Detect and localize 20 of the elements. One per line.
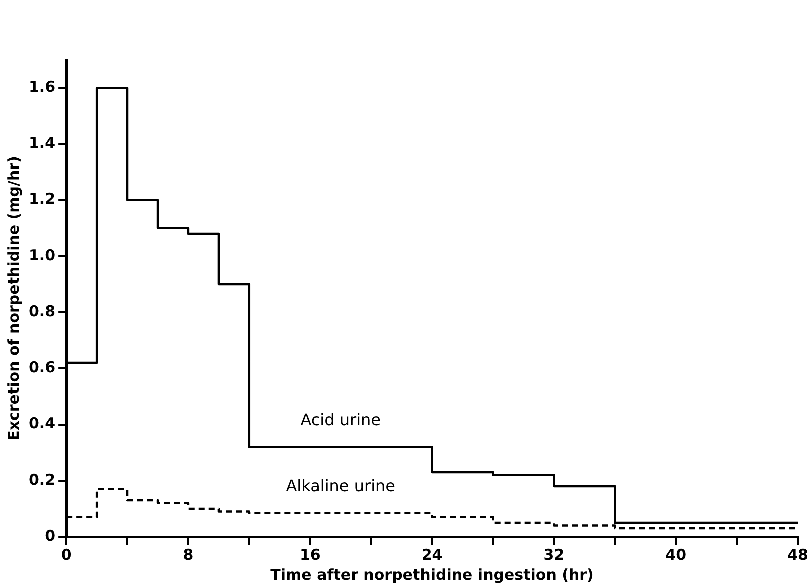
x-tick-label: 16 — [300, 546, 321, 564]
x-tick-label: 40 — [666, 546, 687, 564]
series-label: Alkaline urine — [286, 476, 396, 496]
x-axis-title: Time after norpethidine ingestion (hr) — [270, 566, 594, 584]
y-tick-label: 0.4 — [28, 414, 56, 433]
y-tick-label: 1.6 — [28, 78, 56, 96]
y-tick-label: 0.6 — [28, 358, 56, 377]
x-tick-label: 48 — [788, 546, 808, 564]
y-tick-label: 0.8 — [28, 302, 56, 320]
y-tick-label: 0.2 — [28, 470, 56, 489]
x-tick-label: 0 — [61, 546, 72, 564]
y-axis-title: Excretion of norpethidine (mg/hr) — [4, 156, 23, 441]
y-tick-label: 1.0 — [28, 246, 56, 264]
x-tick-label: 8 — [183, 546, 194, 564]
y-tick-label: 1.4 — [28, 134, 56, 152]
series-label: Acid urine — [300, 410, 382, 430]
y-tick-label: 0 — [45, 526, 56, 545]
x-tick-label: 32 — [544, 546, 565, 564]
x-tick-label: 24 — [422, 546, 443, 564]
y-tick-label: 1.2 — [28, 190, 56, 208]
